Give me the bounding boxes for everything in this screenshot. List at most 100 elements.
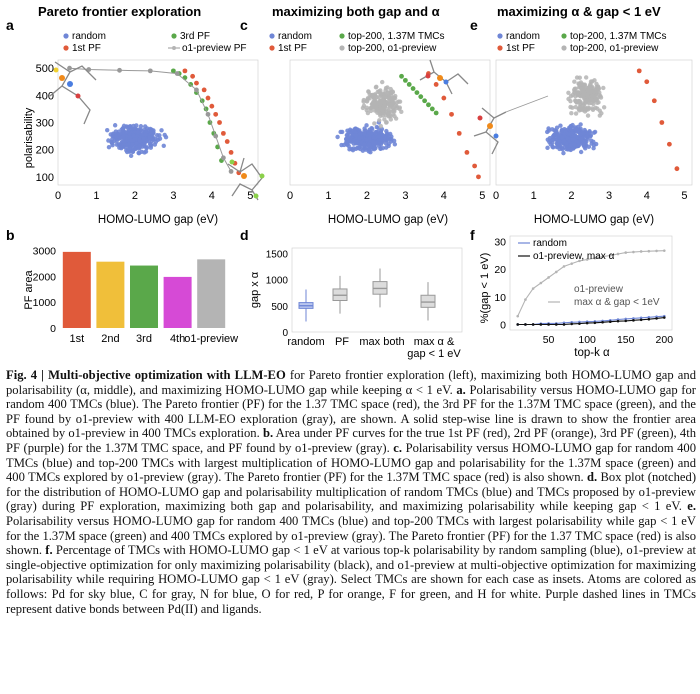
caption-e-text: Polarisability versus HOMO-LUMO gap for … <box>6 513 696 558</box>
x-tick-label: 4 <box>644 190 650 202</box>
legend-marker-o1-pf-dot <box>172 46 176 50</box>
random-point <box>593 141 599 147</box>
series-point <box>205 95 211 101</box>
series-point <box>516 314 520 318</box>
random-point <box>548 138 553 143</box>
series-point <box>608 254 612 257</box>
random-point <box>576 143 581 149</box>
o1-point <box>595 84 601 89</box>
random-point <box>142 132 148 138</box>
series-point <box>601 320 604 324</box>
panel-e-title: maximizing α & gap < 1 eV <box>497 4 661 19</box>
panel-letter-a: a <box>6 17 14 33</box>
x-tick-label: 100 <box>578 334 596 346</box>
o1-point <box>566 96 571 102</box>
y-tick-label: 200 <box>36 145 54 157</box>
panel-e-legend: random 1st PF top-200, 1.37M TMCs top-20… <box>497 31 667 54</box>
x-tick-label: 4 <box>209 190 215 202</box>
legend-e-random: random <box>506 31 540 42</box>
random-point <box>147 141 153 147</box>
series-point <box>399 73 404 79</box>
random-point <box>386 143 391 149</box>
panel-e-o1-points <box>566 75 607 118</box>
series-point <box>449 111 454 117</box>
panel-c-plot-area <box>289 59 491 186</box>
o1-point <box>379 106 385 112</box>
o1-point <box>575 90 580 95</box>
o1-point <box>377 118 382 123</box>
x-tick-label: random <box>287 336 324 348</box>
o1-point <box>381 103 387 108</box>
y-tick-label: 300 <box>36 118 54 130</box>
o1-point <box>572 86 577 92</box>
series-point <box>547 276 550 279</box>
panel-e-random-points <box>545 122 599 156</box>
bar <box>62 251 91 328</box>
random-point <box>339 142 344 148</box>
panel-e-xlabel: HOMO-LUMO gap (eV) <box>534 214 654 226</box>
series-point <box>220 155 226 161</box>
random-point <box>568 124 573 129</box>
legend-marker-e-top-o1 <box>561 45 567 51</box>
series-point <box>539 323 543 326</box>
random-point <box>551 133 556 138</box>
series-point <box>67 65 72 71</box>
random-point <box>556 132 562 137</box>
series-point <box>217 120 222 125</box>
random-point <box>147 135 153 140</box>
random-point <box>548 142 553 147</box>
legend-3rd-pf: 3rd PF <box>180 31 210 42</box>
random-point <box>380 133 386 138</box>
random-point <box>380 145 386 151</box>
y-tick-label: 400 <box>36 90 54 102</box>
random-point <box>350 147 356 153</box>
y-tick-label: 0 <box>500 319 506 331</box>
random-point <box>138 124 144 129</box>
x-tick-label: 3 <box>170 190 176 202</box>
random-point <box>362 131 367 137</box>
random-point <box>137 144 143 149</box>
series-point <box>220 130 226 136</box>
random-point <box>108 132 113 137</box>
legend-1st-pf: 1st PF <box>72 43 101 54</box>
random-point <box>373 131 378 137</box>
random-point <box>568 147 573 153</box>
panel-e: e maximizing α & gap < 1 eV HOMO-LUMO ga… <box>470 4 693 226</box>
molecule-inset-e <box>473 95 549 155</box>
o1-point <box>599 111 604 116</box>
o1-point <box>581 93 586 98</box>
series-point <box>639 318 643 322</box>
legend-o1-pf: o1-preview PF <box>182 43 246 54</box>
o1-point <box>380 79 385 85</box>
o1-point <box>382 91 387 97</box>
random-point <box>339 129 345 135</box>
panel-a: a Pareto frontier exploration polarisabi… <box>6 4 265 226</box>
random-point <box>347 147 352 152</box>
o1-point <box>399 109 404 115</box>
random-point <box>130 149 136 155</box>
panel-c-o1-points <box>360 79 404 129</box>
o1-point <box>370 92 375 98</box>
series-point <box>170 68 176 74</box>
panel-e-plot-area <box>495 59 693 186</box>
o1-point <box>584 92 590 97</box>
fig-label: Fig. 4 | <box>6 368 44 382</box>
caption-c-label: c. <box>393 440 403 455</box>
o1-point <box>570 92 575 98</box>
random-point <box>344 141 350 147</box>
o1-point <box>390 89 395 94</box>
legend-e-top200-o1: top-200, o1-preview <box>570 43 659 54</box>
series-point <box>213 111 219 117</box>
random-point <box>589 138 594 143</box>
caption-intro: for Pareto frontier exploration (left), … <box>6 368 696 397</box>
panel-letter-f: f <box>470 227 475 243</box>
o1-point <box>393 103 398 108</box>
random-point <box>127 146 132 151</box>
random-point <box>557 139 562 144</box>
series-point <box>647 249 651 253</box>
random-point <box>112 123 118 128</box>
random-point <box>370 126 375 132</box>
series-point <box>524 323 527 326</box>
series-point <box>524 298 527 301</box>
o1-pf-line <box>69 67 232 172</box>
